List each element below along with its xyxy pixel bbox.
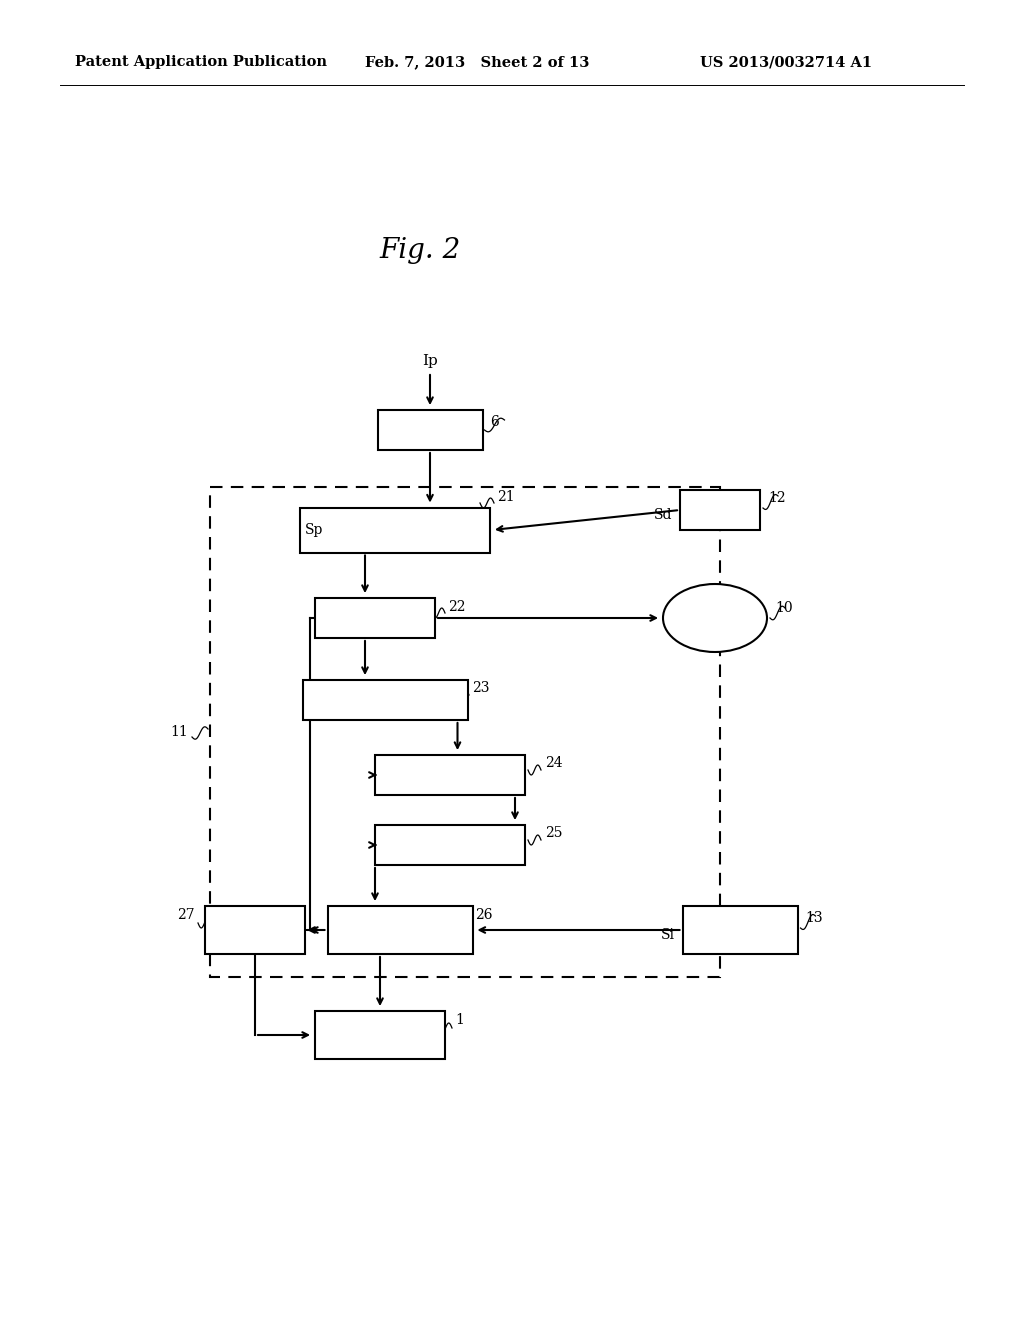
Text: Patent Application Publication: Patent Application Publication <box>75 55 327 69</box>
Text: 27: 27 <box>177 908 195 921</box>
Text: 21: 21 <box>497 490 515 504</box>
Text: 26: 26 <box>475 908 493 921</box>
Text: 11: 11 <box>170 725 188 739</box>
Bar <box>315 1011 445 1059</box>
Text: 22: 22 <box>449 601 466 614</box>
Bar <box>328 906 472 954</box>
Bar <box>375 755 525 795</box>
Text: 23: 23 <box>472 681 489 696</box>
Bar <box>205 906 305 954</box>
Bar <box>683 906 798 954</box>
Bar <box>300 507 490 553</box>
Text: 13: 13 <box>806 911 823 925</box>
Text: Ip: Ip <box>422 354 438 368</box>
Text: Sp: Sp <box>305 523 324 537</box>
Text: Sd: Sd <box>653 508 672 521</box>
Bar <box>375 825 525 865</box>
Text: 24: 24 <box>545 756 562 770</box>
Text: 10: 10 <box>775 601 793 615</box>
Text: 25: 25 <box>545 826 562 840</box>
Text: Fig. 2: Fig. 2 <box>379 236 461 264</box>
Bar <box>378 411 482 450</box>
Text: 6: 6 <box>490 414 500 429</box>
Text: 1: 1 <box>455 1012 464 1027</box>
Text: US 2013/0032714 A1: US 2013/0032714 A1 <box>700 55 872 69</box>
Text: 12: 12 <box>768 491 785 506</box>
Bar <box>680 490 760 531</box>
Bar <box>315 598 435 638</box>
Text: Feb. 7, 2013   Sheet 2 of 13: Feb. 7, 2013 Sheet 2 of 13 <box>365 55 590 69</box>
Bar <box>210 487 720 977</box>
Bar <box>302 680 468 719</box>
Text: Si: Si <box>660 928 675 942</box>
Ellipse shape <box>663 583 767 652</box>
